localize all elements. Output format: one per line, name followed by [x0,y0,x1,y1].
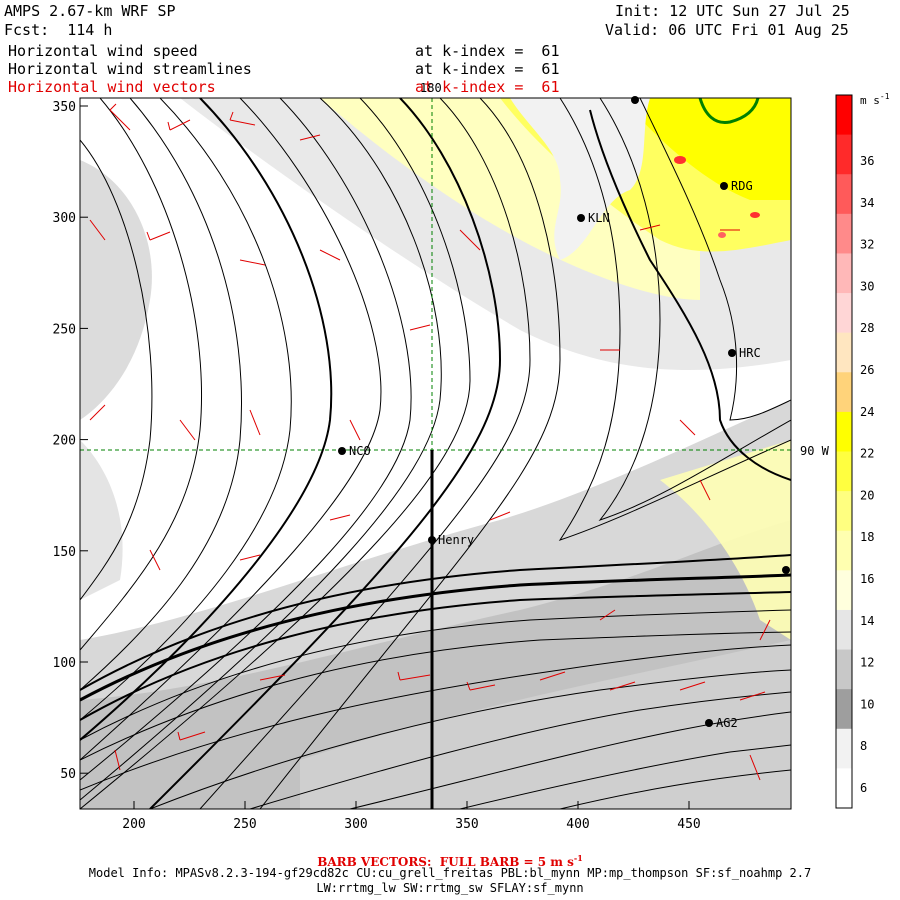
svg-text:RDG: RDG [731,179,753,193]
colorbar-tick-label: 8 [860,739,867,753]
init-time: Init: 12 UTC Sun 27 Jul 25 [615,2,850,20]
colorbar-tick-label: 6 [860,781,867,795]
colorbar-segment [836,213,852,254]
x-tick-label: 300 [344,817,367,832]
colorbar-tick-label: 14 [860,614,874,628]
field-level-wind-speed: at k-index = 61 [415,42,560,60]
parallel-label: 90 W [800,444,830,458]
barb-legend: BARB VECTORS: FULL BARB = 5 m s-1 [317,853,583,869]
plot-frame [79,97,792,810]
station-HRC: HRC [728,346,761,360]
y-tick-label: 100 [53,656,76,671]
y-tick-label: 150 [53,545,76,560]
x-tick-label: 400 [566,817,589,832]
valid-time: Valid: 06 UTC Fri 01 Aug 25 [605,21,849,39]
y-tick-label: 250 [53,322,76,337]
x-tick-label: 250 [233,817,256,832]
colorbar-tick-label: 28 [860,321,874,335]
colorbar-segment [836,728,852,769]
colorbar-segment [836,689,852,730]
x-axis: 200 250 300 350 400 450 [122,801,701,832]
colorbar-tick-label: 22 [860,447,874,461]
svg-text:NCO: NCO [349,444,371,458]
station-RDG: RDG [720,179,753,193]
colorbar-tick-label: 34 [860,196,874,210]
streamlines [80,98,791,809]
colorbar-segment [836,174,852,215]
forecast-hour: Fcst: 114 h [4,21,113,39]
y-tick-label: 300 [53,211,76,226]
colorbar-tick-label: 10 [860,697,874,711]
y-axis: 350 300 250 200 150 100 50 [53,100,88,782]
colorbar-tick-label: 16 [860,572,874,586]
station-KLN: KLN [577,211,610,225]
model-info-physics: LW:rrtmg_lw SW:rrtmg_sw SFLAY:sf_mynn [316,881,584,895]
colorbar-segment [836,293,852,334]
colorbar-segment [836,411,852,452]
x-tick-label: 450 [677,817,700,832]
wind-barbs [89,103,771,781]
field-name-vectors: Horizontal wind vectors [8,78,216,96]
colorbar-frame [835,94,853,809]
colorbar-segment [836,768,852,809]
colorbar-segment [836,570,852,611]
station-Henry: Henry [428,533,474,547]
field-level-streamlines: at k-index = 61 [415,60,560,78]
colorbar-tick-label: 30 [860,279,874,293]
station-AG2: AG2 [705,716,738,730]
colorbar-segment [836,530,852,571]
wind-speed-shading [80,98,791,809]
svg-text:AG2: AG2 [716,716,738,730]
colorbar-segment [836,491,852,532]
x-tick-label: 200 [122,817,145,832]
colorbar-tick-label: 24 [860,405,874,419]
y-tick-label: 200 [53,434,76,449]
model-title: AMPS 2.67-km WRF SP [4,2,176,20]
stations: NCO Henry KLN RDG HRC AG2 [338,96,790,730]
model-info: Model Info: MPASv8.2.3-194-gf29cd82c CU:… [88,866,812,880]
colorbar-segment [836,134,852,175]
y-tick-label: 50 [60,767,76,782]
colorbar-tick-label: 18 [860,530,874,544]
colorbar-unit: m s-1 [860,92,890,107]
field-name-wind-speed: Horizontal wind speed [8,42,198,60]
station-NCO: NCO [338,444,371,458]
colorbar-tick-label: 32 [860,238,874,252]
colorbar-tick-label: 26 [860,363,874,377]
field-level-vectors: at k-index = 61 [415,78,560,96]
y-tick-label: 350 [53,100,76,115]
colorbar-tick-label: 12 [860,656,874,670]
colorbar-segment [836,372,852,413]
colorbar-tick-label: 36 [860,154,874,168]
colorbar: 36 34 32 30 28 26 24 22 20 18 16 14 12 10 8 6 [835,94,874,809]
colorbar-segment [836,609,852,651]
colorbar-segment [836,95,852,136]
colorbar-segment [836,332,852,373]
colorbar-segment [836,451,852,492]
meridian-label: 180 [420,81,442,95]
field-name-streamlines: Horizontal wind streamlines [8,60,252,78]
svg-text:KLN: KLN [588,211,610,225]
svg-text:Henry: Henry [438,533,474,547]
svg-text:HRC: HRC [739,346,761,360]
x-tick-label: 350 [455,817,478,832]
colorbar-segment [836,649,852,690]
colorbar-segment [836,253,852,294]
colorbar-tick-label: 20 [860,488,874,502]
